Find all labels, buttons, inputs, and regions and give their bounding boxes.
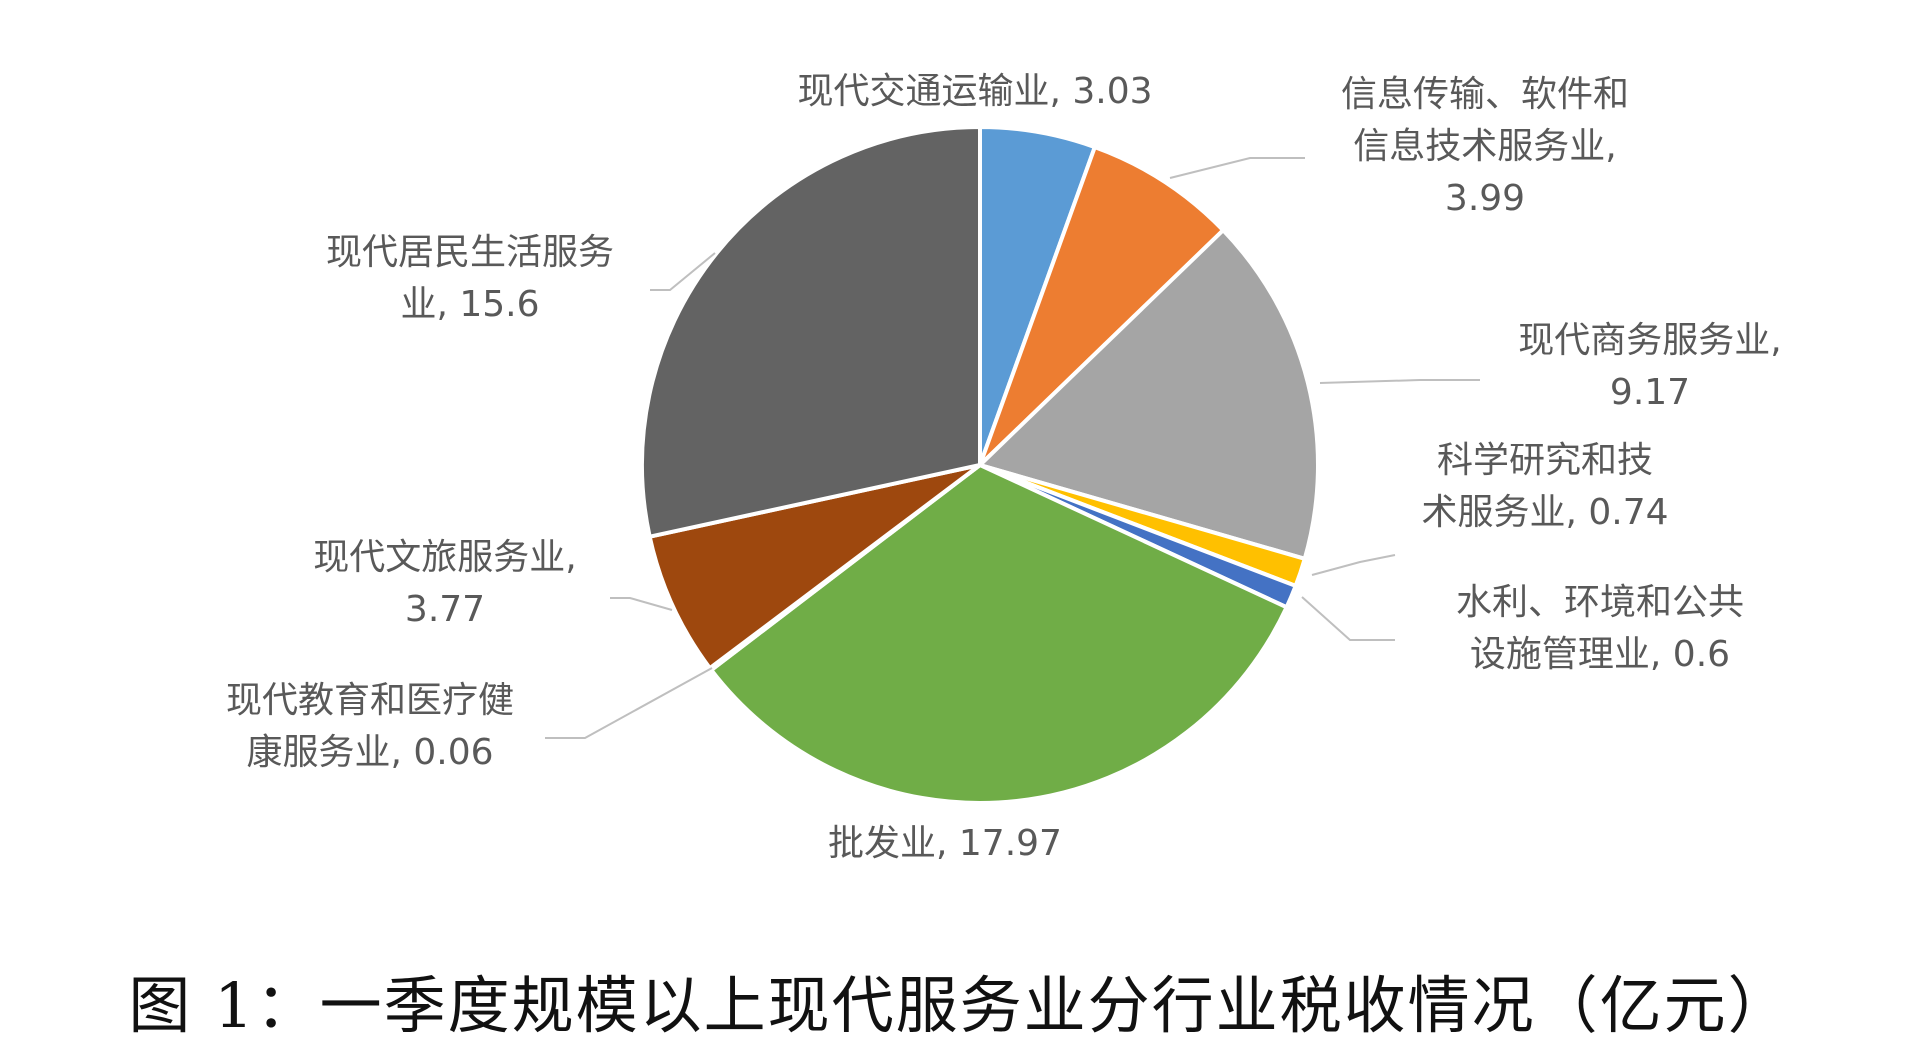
slice-label-line: 现代文旅服务业, [313,537,576,578]
slice-label: 批发业, 17.97 [828,823,1062,864]
pie-slice [978,228,1320,561]
slice-label-line: 现代教育和医疗健 [226,680,514,721]
slice-label: 水利、环境和公共设施管理业, 0.6 [1456,582,1744,675]
chart-caption: 图 1：一季度规模以上现代服务业分行业税收情况（亿元） [128,969,1792,1042]
slice-labels: 现代交通运输业, 3.03 信息传输、软件和信息技术服务业, 3.99 现代商务服务业… [226,71,1782,864]
slice-label: 现代居民生活服务业, 15.6 [326,232,614,325]
slice-label-line: 设施管理业, 0.6 [1470,634,1730,675]
slice-label: 现代商务服务业, 9.17 [1518,320,1781,413]
slice-label-line: 康服务业, 0.06 [246,732,493,773]
slice-label-line: 业, 15.6 [400,284,539,325]
slice-label: 现代教育和医疗健康服务业, 0.06 [226,680,514,773]
pie-slice [640,125,982,539]
slice-label-line: 批发业, 17.97 [828,823,1062,864]
slice-label: 现代文旅服务业, 3.77 [313,537,576,630]
slice-label-line: 术服务业, 0.74 [1421,492,1668,533]
leader-line [1319,379,1480,384]
leader-line [1169,157,1305,179]
leader-line [650,252,716,291]
slice-label: 科学研究和技术服务业, 0.74 [1421,440,1668,533]
slice-label-line: 3.77 [405,589,485,630]
leader-line [1311,554,1396,576]
slice-label-line: 现代商务服务业, [1518,320,1781,361]
pie-slice [647,463,982,671]
slice-label-line: 信息传输、软件和 [1341,74,1629,115]
pie-chart: 现代交通运输业, 3.03 信息传输、软件和信息技术服务业, 3.99 现代商务服务业… [226,71,1782,864]
slice-label-line: 9.17 [1610,372,1690,413]
slice-label-line: 3.99 [1445,178,1525,219]
pie-slices [640,125,1320,805]
pie-slice [978,145,1226,467]
slice-label-line: 科学研究和技 [1437,440,1653,481]
leader-line [1301,596,1395,641]
pie-slice [709,463,1289,805]
slice-label: 信息传输、软件和信息技术服务业, 3.99 [1341,74,1629,219]
slice-label-line: 水利、环境和公共 [1456,582,1744,623]
slice-label-line: 现代交通运输业, 3.03 [797,71,1152,112]
leader-line [610,597,673,611]
leader-line [545,667,713,739]
leader-lines [545,157,1480,739]
slice-label-line: 现代居民生活服务 [326,232,614,273]
slice-label-line: 信息技术服务业, [1353,126,1616,167]
slice-label: 现代交通运输业, 3.03 [797,71,1152,112]
